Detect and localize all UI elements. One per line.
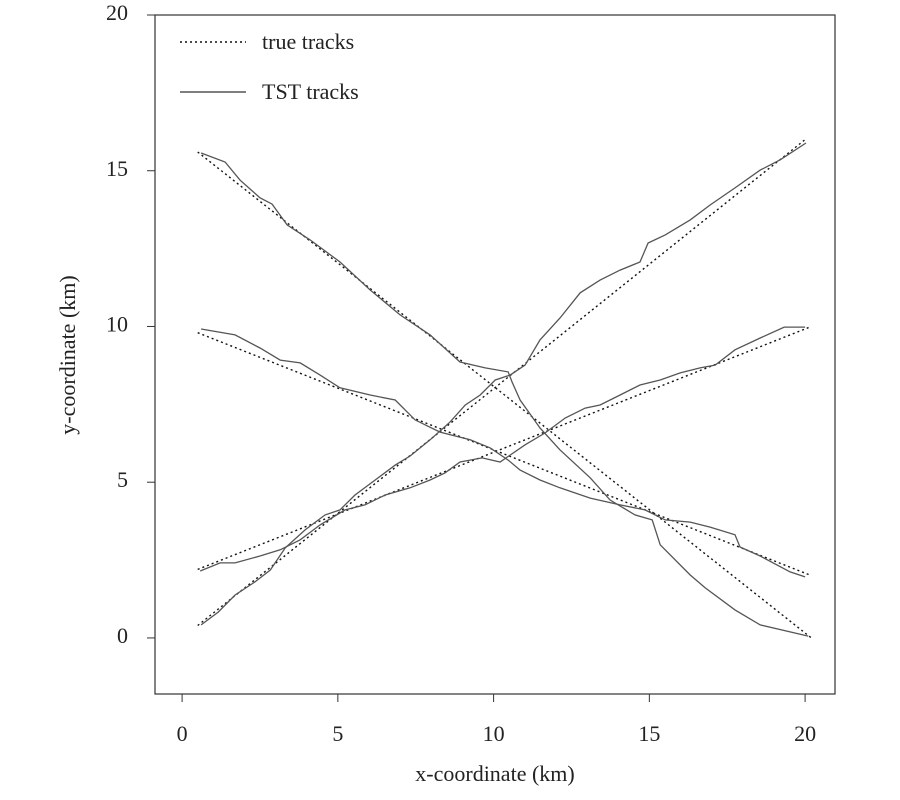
x-tick-label: 15 bbox=[638, 721, 660, 746]
y-tick-label: 5 bbox=[117, 467, 128, 492]
track-line bbox=[197, 325, 812, 571]
x-axis-label: x-coordinate (km) bbox=[415, 761, 574, 786]
y-tick-label: 10 bbox=[106, 312, 128, 337]
legend-label: TST tracks bbox=[262, 79, 359, 104]
y-tick-label: 15 bbox=[106, 156, 128, 181]
track-line bbox=[200, 142, 807, 626]
plot-frame bbox=[154, 14, 836, 695]
track-line bbox=[197, 139, 806, 627]
legend-label: true tracks bbox=[262, 29, 354, 54]
y-axis-label: y-coordinate (km) bbox=[55, 275, 80, 434]
y-tick-label: 0 bbox=[117, 623, 128, 648]
y-tick-label: 20 bbox=[106, 0, 128, 25]
track-line bbox=[200, 328, 806, 578]
x-tick-label: 20 bbox=[794, 721, 816, 746]
track-line bbox=[197, 332, 812, 577]
x-tick-label: 0 bbox=[177, 721, 188, 746]
track-line bbox=[200, 152, 809, 637]
track-line bbox=[197, 151, 812, 639]
x-tick-label: 5 bbox=[332, 721, 343, 746]
x-tick-label: 10 bbox=[483, 721, 505, 746]
track-line bbox=[199, 326, 806, 572]
